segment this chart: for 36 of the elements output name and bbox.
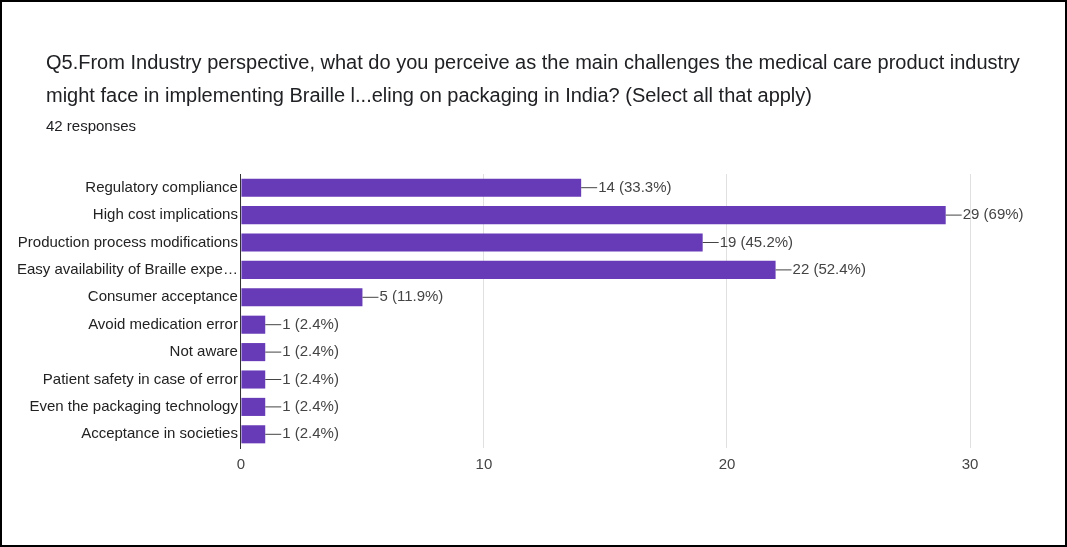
- data-label: 1 (2.4%): [282, 424, 339, 442]
- y-tick-label: High cost implications: [92, 205, 238, 223]
- bar: [241, 206, 946, 225]
- y-tick-label: Not aware: [169, 342, 238, 360]
- data-label: 14 (33.3%): [598, 177, 672, 195]
- data-label: 5 (11.9%): [379, 287, 444, 305]
- bar: [241, 288, 363, 307]
- bar: [241, 343, 266, 362]
- data-label: 1 (2.4%): [282, 314, 339, 332]
- bar: [241, 425, 266, 444]
- y-tick-label: Avoid medication error: [88, 314, 238, 332]
- bar: [241, 315, 266, 334]
- data-label: 29 (69%): [962, 205, 1024, 223]
- bar: [241, 260, 776, 279]
- data-label: 22 (52.4%): [792, 260, 866, 278]
- bar: [241, 397, 266, 416]
- y-tick-label: Even the packaging technology: [29, 397, 239, 415]
- text: 42 responses: [46, 117, 137, 134]
- data-label: 1 (2.4%): [282, 342, 339, 360]
- y-tick-label: Acceptance in societies: [81, 424, 238, 442]
- x-tick-label: 10: [475, 455, 493, 473]
- y-tick-label: Consumer acceptance: [87, 287, 238, 305]
- chart-title: Q5.From Industry perspective, what do you perceive as the main challenges the medical care product industry might face in implementing Braille l...eling on packaging in India? (Select all that apply): [46, 50, 1021, 108]
- data-label: 1 (2.4%): [282, 397, 339, 415]
- x-tick-label: 30: [961, 455, 979, 473]
- bar: [241, 233, 703, 252]
- data-label: 19 (45.2%): [719, 232, 794, 250]
- bar: [241, 178, 582, 197]
- y-tick-label: Production process modifications: [17, 232, 238, 250]
- data-label: 1 (2.4%): [282, 369, 339, 387]
- bar: [241, 370, 266, 389]
- y-tick-label: Patient safety in case of error: [42, 369, 238, 387]
- y-tick-label: Easy availability of Braille expe…: [17, 260, 238, 278]
- y-tick-label: Regulatory compliance: [85, 177, 238, 195]
- x-tick-label: 20: [718, 455, 736, 473]
- x-tick-label: 0: [236, 455, 246, 473]
